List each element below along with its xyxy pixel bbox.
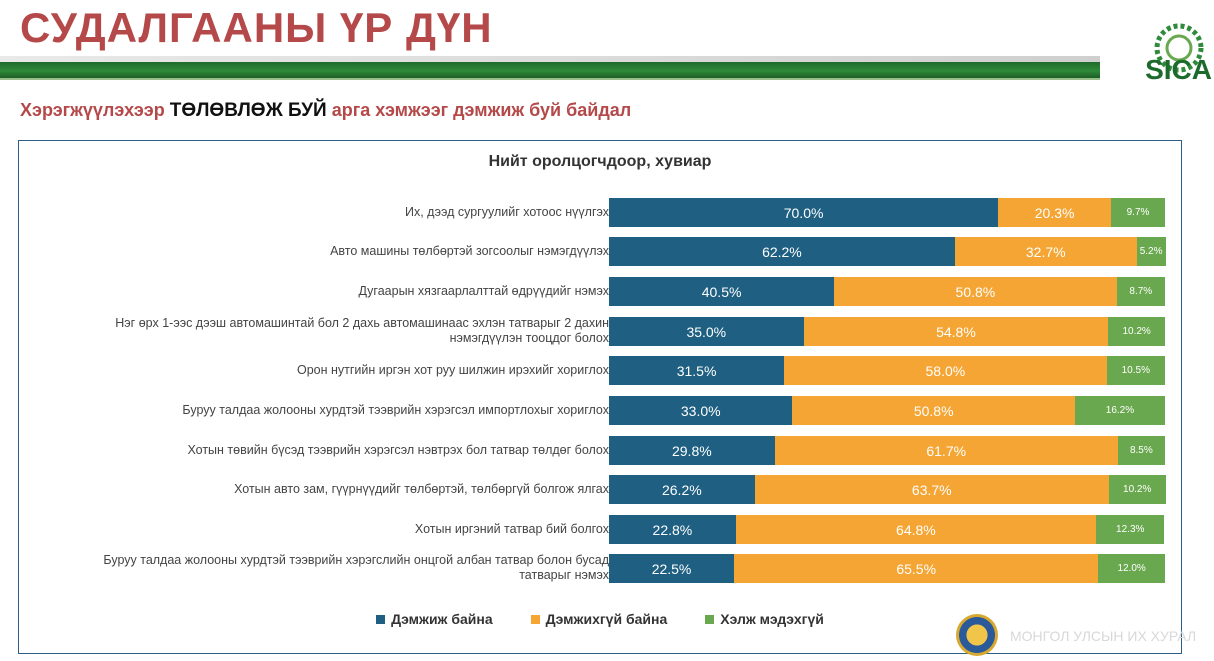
row-label: Дугаарын хязгаарлалттай өдрүүдийг нэмэх bbox=[358, 283, 609, 298]
sica-logo bbox=[1104, 20, 1214, 90]
bar-segment-support: 26.2% bbox=[609, 475, 755, 504]
chart-title: Нийт оролцогчдоор, хувиар bbox=[488, 153, 712, 170]
legend-item-oppose: Дэмжихгүй байна bbox=[530, 611, 668, 627]
bar-segment-oppose: 54.8% bbox=[803, 317, 1109, 346]
legend-swatch-unknown bbox=[705, 614, 715, 624]
row-label: Хотын авто зам, гүүрнүүдийг төлбөртэй, т… bbox=[234, 481, 609, 496]
bar-value-label: 8.5% bbox=[1129, 445, 1153, 456]
bar-segment-oppose: 65.5% bbox=[734, 554, 1099, 583]
legend-label-support: Дэмжиж байна bbox=[391, 611, 493, 627]
bar-value-label: 10.5% bbox=[1121, 365, 1150, 376]
header-band-shadow bbox=[0, 56, 1100, 62]
bar-segment-unknown: 12.0% bbox=[1098, 554, 1165, 583]
subtitle-part1: Хэрэгжүүлэхээр bbox=[20, 100, 170, 120]
bar-value-label: 16.2% bbox=[1105, 405, 1135, 416]
bar-segment-oppose: 20.3% bbox=[998, 198, 1112, 227]
bar-value-label: 70.0% bbox=[783, 204, 824, 221]
sica-logo-text: SICA bbox=[1145, 54, 1212, 85]
bar-value-label: 63.7% bbox=[911, 481, 952, 498]
bar-segment-unknown: 10.5% bbox=[1106, 356, 1165, 385]
bar-segment-support: 22.5% bbox=[609, 554, 735, 583]
bar-value-label: 64.8% bbox=[896, 521, 936, 538]
bar-value-label: 20.3% bbox=[1034, 204, 1075, 221]
sica-logo-icon bbox=[1154, 23, 1204, 73]
row-label: Их, дээд сургуулийг хотоос нүүлгэх bbox=[405, 204, 609, 219]
chart-bars: Их, дээд сургуулийг хотоос нүүлгэх 70.0% 2… bbox=[19, 141, 1181, 653]
page-title: СУДАЛГААНЫ ҮР ДҮН bbox=[20, 4, 493, 51]
bar-segment-oppose: 61.7% bbox=[774, 436, 1118, 465]
bar-segment-support: 22.8% bbox=[609, 515, 736, 544]
bar-value-label: 50.8% bbox=[955, 283, 996, 300]
row-label: Авто машины төлбөртэй зогсоолыг нэмэгдүү… bbox=[330, 243, 609, 258]
bar-segment-support: 31.5% bbox=[609, 356, 785, 385]
bar-value-label: 31.5% bbox=[676, 362, 717, 379]
bar-value-label: 10.2% bbox=[1122, 326, 1151, 337]
bar-segment-oppose: 63.7% bbox=[754, 475, 1109, 504]
bar-segment-oppose: 64.8% bbox=[735, 515, 1097, 544]
bar-value-label: 61.7% bbox=[926, 442, 967, 459]
bar-value-label: 35.0% bbox=[686, 323, 727, 340]
bar-value-label: 50.8% bbox=[913, 402, 954, 419]
page-subtitle: Хэрэгжүүлэхээр ТӨЛӨВЛӨЖ БУЙ арга хэмжээг… bbox=[20, 100, 631, 122]
bar-value-label: 29.8% bbox=[671, 442, 712, 459]
subtitle-part3: арга хэмжээг дэмжиж буй байдал bbox=[326, 100, 632, 120]
bar-segment-support: 35.0% bbox=[609, 317, 804, 346]
bar-segment-oppose: 50.8% bbox=[792, 396, 1075, 425]
bar-value-label: 10.2% bbox=[1123, 484, 1152, 495]
bar-value-label: 62.2% bbox=[762, 243, 802, 260]
parliament-text: МОНГОЛ УЛСЫН ИХ ХУРАЛ bbox=[1010, 628, 1197, 644]
bar-segment-unknown: 10.2% bbox=[1108, 475, 1166, 504]
bar-segment-support: 33.0% bbox=[609, 396, 793, 425]
bar-segment-oppose: 32.7% bbox=[954, 237, 1137, 266]
bar-segment-oppose: 50.8% bbox=[834, 277, 1117, 306]
bar-value-label: 5.2% bbox=[1139, 246, 1163, 257]
bar-value-label: 40.5% bbox=[701, 283, 742, 300]
bar-segment-unknown: 5.2% bbox=[1136, 237, 1166, 266]
bar-value-label: 12.0% bbox=[1117, 563, 1146, 574]
subtitle-part2: ТӨЛӨВЛӨЖ БУЙ bbox=[169, 100, 327, 121]
bar-segment-unknown: 10.2% bbox=[1108, 317, 1165, 346]
row-label: Орон нутгийн иргэн хот руу шилжин ирэхий… bbox=[296, 362, 609, 377]
header-band bbox=[0, 62, 1100, 80]
legend-swatch-support bbox=[376, 614, 386, 624]
bar-segment-unknown: 8.5% bbox=[1117, 436, 1165, 465]
row-label: Буруу талдаа жолооны хурдтэй тээврийн хэ… bbox=[182, 402, 609, 417]
bar-value-label: 32.7% bbox=[1025, 243, 1066, 260]
bar-segment-unknown: 9.7% bbox=[1111, 198, 1165, 227]
bar-value-label: 65.5% bbox=[896, 560, 937, 577]
row-label: Буруу талдаа жолооны хурдтэй тээврийн хэ… bbox=[103, 553, 609, 582]
bar-value-label: 22.5% bbox=[651, 560, 692, 577]
legend-label-oppose: Дэмжихгүй байна bbox=[545, 611, 668, 627]
bar-segment-support: 62.2% bbox=[609, 237, 955, 266]
parliament-emblem-icon bbox=[956, 614, 998, 656]
bar-value-label: 33.0% bbox=[680, 402, 721, 419]
bar-value-label: 9.7% bbox=[1126, 207, 1150, 218]
chart-legend: Дэмжиж байна Дэмжихгүй байна Хэлж мэдэхг… bbox=[19, 611, 1181, 627]
row-label: Хотын иргэний татвар бий болгох bbox=[414, 521, 609, 536]
row-label: Нэг өрх 1-ээс дээш автомашинтай бол 2 да… bbox=[115, 316, 609, 345]
bar-segment-oppose: 58.0% bbox=[784, 356, 1107, 385]
bar-value-label: 12.3% bbox=[1116, 524, 1145, 535]
bar-segment-unknown: 12.3% bbox=[1096, 515, 1165, 544]
legend-item-unknown: Хэлж мэдэхгүй bbox=[705, 611, 824, 627]
chart-panel: Нийт оролцогчдоор, хувиар Их, дээд сургу… bbox=[18, 140, 1182, 654]
bar-segment-support: 29.8% bbox=[609, 436, 775, 465]
bar-value-label: 8.7% bbox=[1129, 286, 1153, 297]
bar-segment-unknown: 16.2% bbox=[1074, 396, 1165, 425]
bar-segment-support: 70.0% bbox=[609, 198, 999, 227]
bar-segment-unknown: 8.7% bbox=[1116, 277, 1165, 306]
bar-value-label: 22.8% bbox=[652, 521, 693, 538]
legend-swatch-oppose bbox=[530, 614, 540, 624]
row-label: Хотын төвийн бүсэд тээврийн хэрэгсэл нэв… bbox=[187, 442, 609, 457]
legend-item-support: Дэмжиж байна bbox=[376, 611, 493, 627]
bar-segment-support: 40.5% bbox=[609, 277, 835, 306]
bar-value-label: 26.2% bbox=[661, 481, 702, 498]
bar-value-label: 54.8% bbox=[936, 323, 976, 340]
legend-label-unknown: Хэлж мэдэхгүй bbox=[720, 611, 824, 627]
bar-value-label: 58.0% bbox=[925, 362, 966, 379]
